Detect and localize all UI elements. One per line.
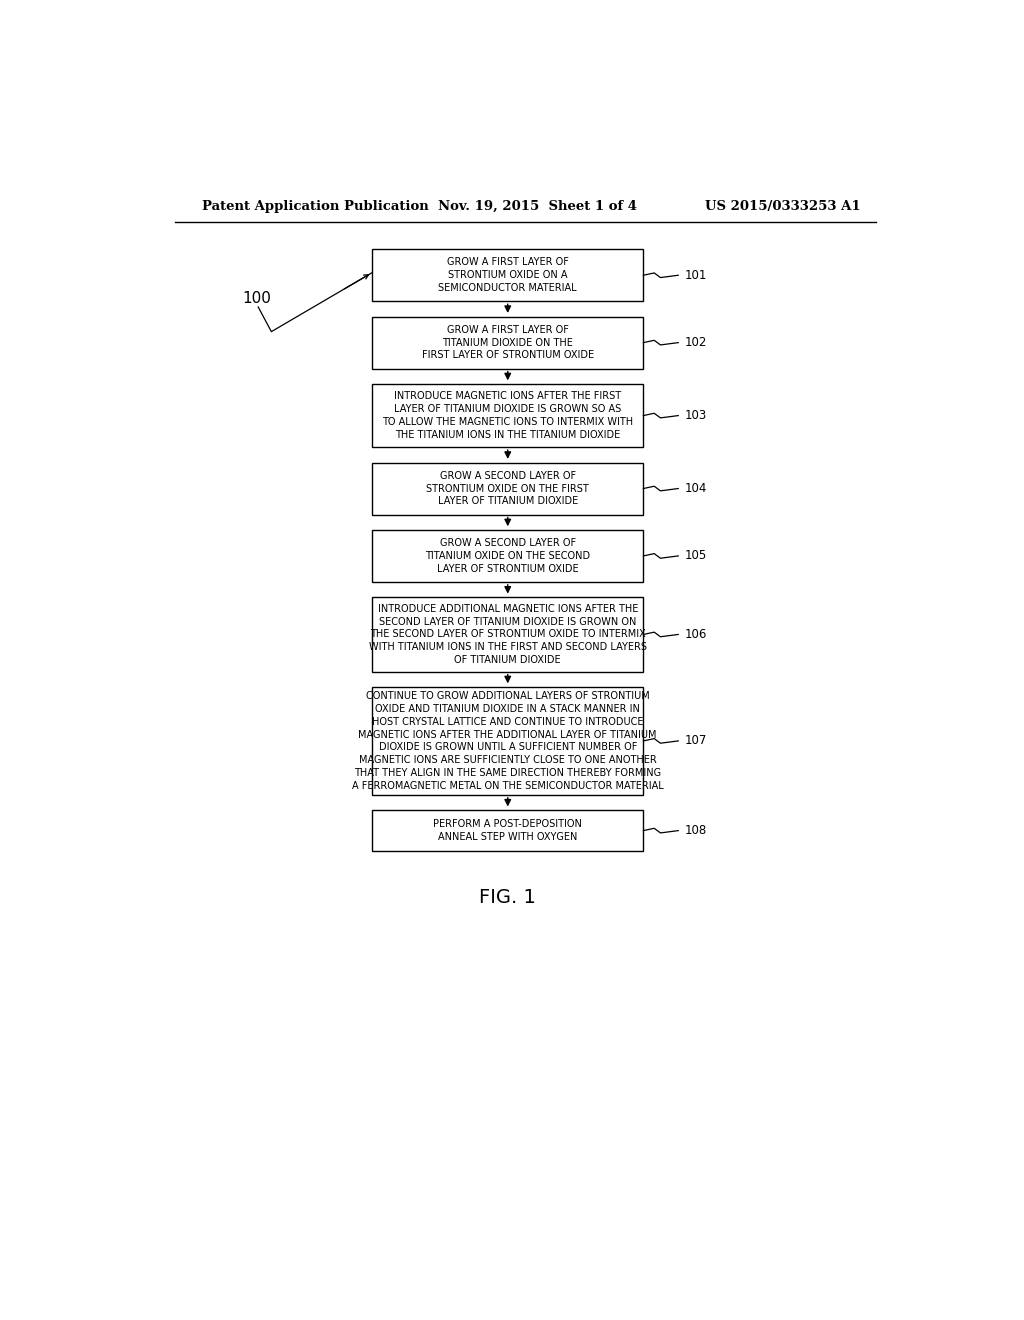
Text: GROW A FIRST LAYER OF
TITANIUM DIOXIDE ON THE
FIRST LAYER OF STRONTIUM OXIDE: GROW A FIRST LAYER OF TITANIUM DIOXIDE O… xyxy=(422,325,594,360)
Text: GROW A FIRST LAYER OF
STRONTIUM OXIDE ON A
SEMICONDUCTOR MATERIAL: GROW A FIRST LAYER OF STRONTIUM OXIDE ON… xyxy=(438,257,578,293)
Text: FIG. 1: FIG. 1 xyxy=(479,888,537,907)
Text: US 2015/0333253 A1: US 2015/0333253 A1 xyxy=(706,199,861,213)
Text: CONTINUE TO GROW ADDITIONAL LAYERS OF STRONTIUM
OXIDE AND TITANIUM DIOXIDE IN A : CONTINUE TO GROW ADDITIONAL LAYERS OF ST… xyxy=(352,692,664,791)
Bar xyxy=(372,597,643,672)
Text: 107: 107 xyxy=(684,734,707,747)
Bar xyxy=(372,529,643,582)
Bar xyxy=(372,462,643,515)
Bar xyxy=(372,317,643,368)
Bar xyxy=(372,249,643,301)
Text: 105: 105 xyxy=(684,549,707,562)
Text: 103: 103 xyxy=(684,409,707,422)
Text: 108: 108 xyxy=(684,824,707,837)
Text: 106: 106 xyxy=(684,628,707,642)
Bar xyxy=(372,686,643,795)
Text: INTRODUCE MAGNETIC IONS AFTER THE FIRST
LAYER OF TITANIUM DIOXIDE IS GROWN SO AS: INTRODUCE MAGNETIC IONS AFTER THE FIRST … xyxy=(382,391,633,440)
Text: INTRODUCE ADDITIONAL MAGNETIC IONS AFTER THE
SECOND LAYER OF TITANIUM DIOXIDE IS: INTRODUCE ADDITIONAL MAGNETIC IONS AFTER… xyxy=(369,603,647,665)
Bar xyxy=(372,384,643,447)
Text: 104: 104 xyxy=(684,482,707,495)
Text: 102: 102 xyxy=(684,337,707,348)
Bar xyxy=(372,810,643,851)
Text: 101: 101 xyxy=(684,269,707,281)
Text: GROW A SECOND LAYER OF
TITANIUM OXIDE ON THE SECOND
LAYER OF STRONTIUM OXIDE: GROW A SECOND LAYER OF TITANIUM OXIDE ON… xyxy=(425,539,590,574)
Text: Nov. 19, 2015  Sheet 1 of 4: Nov. 19, 2015 Sheet 1 of 4 xyxy=(438,199,637,213)
Text: GROW A SECOND LAYER OF
STRONTIUM OXIDE ON THE FIRST
LAYER OF TITANIUM DIOXIDE: GROW A SECOND LAYER OF STRONTIUM OXIDE O… xyxy=(426,471,589,507)
Text: PERFORM A POST-DEPOSITION
ANNEAL STEP WITH OXYGEN: PERFORM A POST-DEPOSITION ANNEAL STEP WI… xyxy=(433,820,583,842)
Text: 100: 100 xyxy=(243,290,271,306)
Text: Patent Application Publication: Patent Application Publication xyxy=(202,199,428,213)
